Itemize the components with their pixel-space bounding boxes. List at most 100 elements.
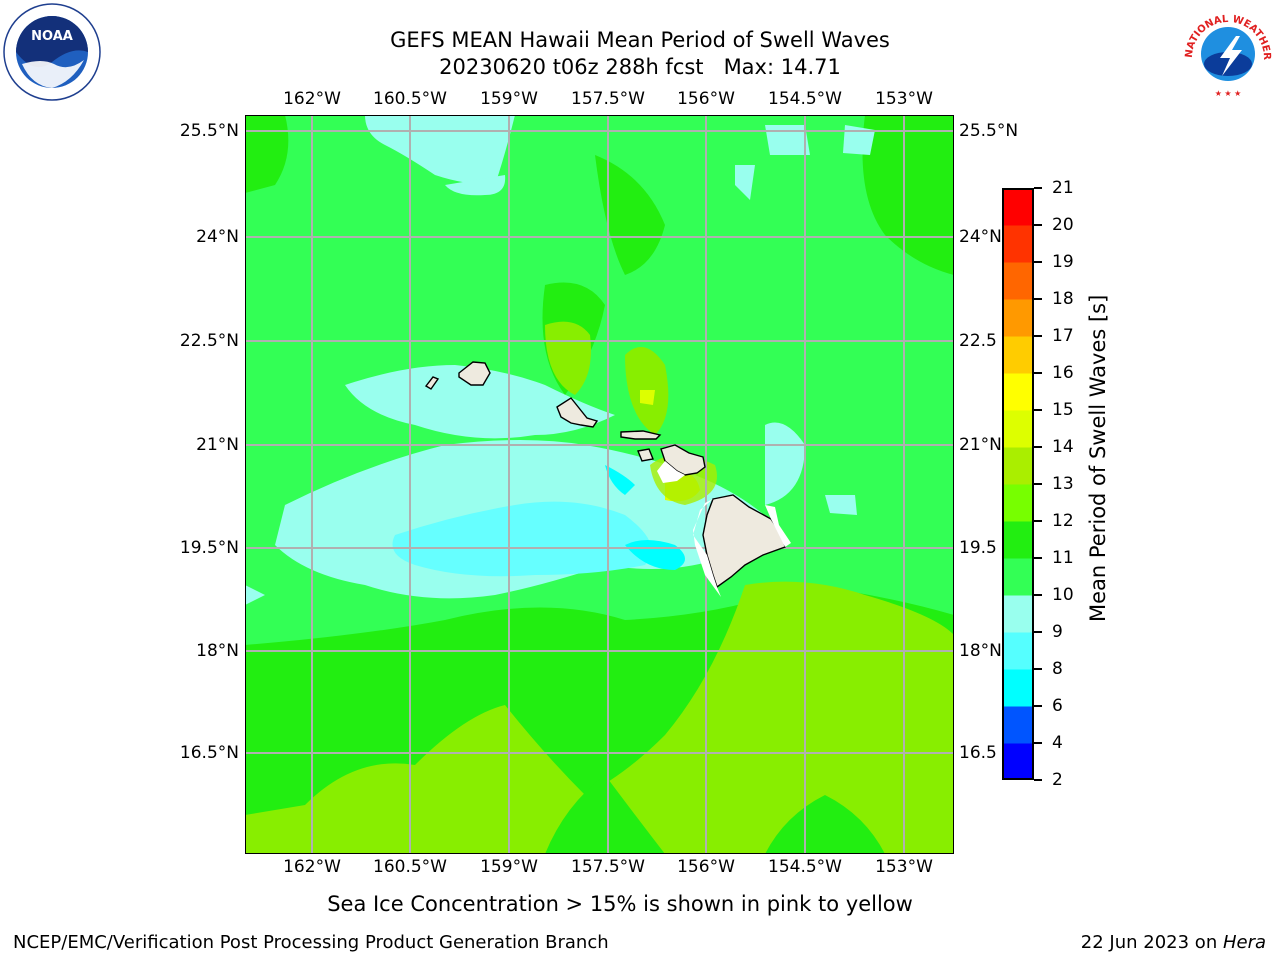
colorbar-tick-mark [1034,520,1042,522]
colorbar-tick-mark [1034,298,1042,300]
colorbar-tick-mark [1034,668,1042,670]
colorbar-swatch [1002,632,1034,670]
colorbar-swatch [1002,595,1034,633]
chart-run-info: 20230620 t06z 288h fcst Max: 14.71 [439,55,841,79]
colorbar-swatch [1002,410,1034,448]
colorbar-swatches [1002,188,1034,781]
colorbar-tick-label: 18 [1052,289,1074,309]
colorbar-tick-label: 4 [1052,733,1063,753]
lon-label-top: 154.5°W [768,89,842,109]
colorbar-tick-label: 2 [1052,770,1063,790]
colorbar-tick-mark [1034,372,1042,374]
island-kauai [458,361,491,386]
lon-label-top: 160.5°W [373,89,447,109]
colorbar-swatch [1002,558,1034,596]
colorbar-swatch [1002,225,1034,263]
colorbar-tick-mark [1034,187,1042,189]
colorbar-swatch [1002,521,1034,559]
lon-label-bottom: 159°W [480,857,538,877]
lon-label-bottom: 157.5°W [571,857,645,877]
colorbar-tick-label: 11 [1052,548,1074,568]
map-panel [244,114,955,855]
colorbar-tick-label: 14 [1052,437,1074,457]
colorbar-tick-mark [1034,483,1042,485]
colorbar-tick-mark [1034,594,1042,596]
lon-label-bottom: 154.5°W [768,857,842,877]
nws-logo: NATIONAL WEATHER SERVICE ★ ★ ★ [1174,0,1278,102]
colorbar-swatch [1002,484,1034,522]
colorbar-tick-label: 17 [1052,326,1074,346]
colorbar-tick-mark [1034,779,1042,781]
sea-ice-note: Sea Ice Concentration > 15% is shown in … [327,892,913,916]
lon-label-top: 153°W [875,89,933,109]
footer-credit: NCEP/EMC/Verification Post Processing Pr… [13,932,609,953]
swell-period-map [244,114,955,855]
colorbar-tick-label: 12 [1052,511,1074,531]
noaa-logo: NOAA [2,2,102,102]
lat-label-left: 22.5°N [179,331,239,351]
colorbar-tick-mark [1034,705,1042,707]
colorbar-tick-mark [1034,631,1042,633]
colorbar-swatch [1002,188,1034,226]
colorbar-tick-mark [1034,409,1042,411]
island-hawaii [702,494,786,589]
lat-label-right: 19.5 [959,538,997,558]
lat-label-left: 19.5°N [179,538,239,558]
colorbar-tick-mark [1034,446,1042,448]
chart-title: GEFS MEAN Hawaii Mean Period of Swell Wa… [390,28,890,52]
lat-label-right: 18°N [959,641,1002,661]
colorbar-tick-label: 20 [1052,215,1074,235]
colorbar-tick-label: 21 [1052,178,1074,198]
lat-label-right: 21°N [959,435,1002,455]
colorbar [1002,188,1034,781]
colorbar-tick-mark [1034,261,1042,263]
svg-text:NOAA: NOAA [31,29,73,44]
colorbar-tick-label: 19 [1052,252,1074,272]
colorbar-tick-label: 13 [1052,474,1074,494]
colorbar-tick-label: 15 [1052,400,1074,420]
colorbar-swatch [1002,706,1034,744]
lat-label-left: 24°N [196,227,239,247]
colorbar-tick-mark [1034,224,1042,226]
colorbar-swatch [1002,743,1034,781]
footer-host: Hera [1222,932,1266,953]
colorbar-tick-mark [1034,557,1042,559]
colorbar-tick-mark [1034,335,1042,337]
hawaiian-islands [424,361,786,589]
colorbar-swatch [1002,373,1034,411]
lat-label-left: 25.5°N [179,121,239,141]
lon-label-top: 162°W [283,89,341,109]
lat-label-left: 21°N [196,435,239,455]
map-gridlines [245,115,954,854]
colorbar-label: Mean Period of Swell Waves [s] [1086,294,1110,622]
lat-label-right: 25.5°N [959,121,1019,141]
colorbar-tick-mark [1034,742,1042,744]
colorbar-swatch [1002,669,1034,707]
island-molokai [620,430,662,440]
colorbar-swatch [1002,447,1034,485]
lat-label-right: 16.5 [959,743,997,763]
island-oahu [556,397,599,428]
colorbar-swatch [1002,262,1034,300]
colorbar-tick-label: 10 [1052,585,1074,605]
colorbar-tick-label: 8 [1052,659,1063,679]
lon-label-top: 159°W [480,89,538,109]
lon-label-top: 156°W [677,89,735,109]
lat-label-left: 16.5°N [179,743,239,763]
lon-label-bottom: 153°W [875,857,933,877]
colorbar-tick-label: 9 [1052,622,1063,642]
lat-label-right: 24°N [959,227,1002,247]
lat-label-right: 22.5 [959,331,997,351]
footer-date: 22 Jun 2023 on Hera [1081,932,1266,954]
colorbar-swatch [1002,336,1034,374]
colorbar-tick-label: 6 [1052,696,1063,716]
lat-label-left: 18°N [196,641,239,661]
lon-label-top: 157.5°W [571,89,645,109]
lon-label-bottom: 156°W [677,857,735,877]
island-lanai [637,448,654,462]
colorbar-swatch [1002,299,1034,337]
footer-date-text: 22 Jun 2023 on [1080,932,1223,953]
lon-label-bottom: 160.5°W [373,857,447,877]
island-niihau [424,376,440,390]
lon-label-bottom: 162°W [283,857,341,877]
